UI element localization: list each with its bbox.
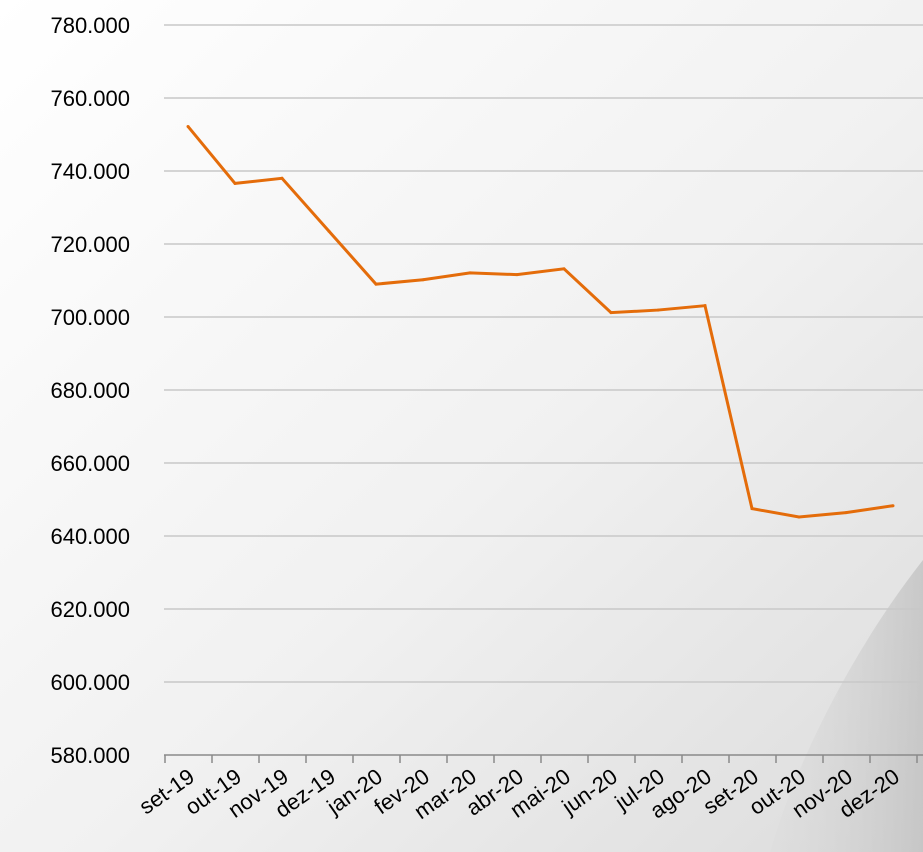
y-tick-label: 700.000 xyxy=(50,305,130,330)
data-point xyxy=(327,229,331,233)
data-point xyxy=(656,308,660,312)
data-point xyxy=(186,124,190,128)
background-sheen xyxy=(770,560,923,852)
y-tick-label: 640.000 xyxy=(50,524,130,549)
data-point xyxy=(233,181,237,185)
data-point xyxy=(609,311,613,315)
series-layer xyxy=(186,124,895,519)
data-point xyxy=(844,511,848,515)
data-point xyxy=(562,267,566,271)
data-point xyxy=(703,304,707,308)
y-tick-label: 780.000 xyxy=(50,13,130,38)
data-point xyxy=(797,515,801,519)
series-line xyxy=(186,125,894,519)
y-tick-label: 600.000 xyxy=(50,670,130,695)
data-point xyxy=(468,271,472,275)
y-axis: 780.000 760.000 740.000 720.000 700.000 680.0… xyxy=(50,13,130,768)
data-point xyxy=(515,273,519,277)
data-point xyxy=(280,176,284,180)
y-tick-label: 720.000 xyxy=(50,232,130,257)
y-tick-label: 620.000 xyxy=(50,597,130,622)
y-tick-label: 680.000 xyxy=(50,378,130,403)
y-tick-label: 760.000 xyxy=(50,86,130,111)
gridlines xyxy=(164,24,923,683)
y-tick-label: 580.000 xyxy=(50,743,130,768)
data-point xyxy=(421,278,425,282)
y-tick-label: 740.000 xyxy=(50,159,130,184)
data-point xyxy=(891,504,895,508)
data-point xyxy=(750,507,754,511)
y-tick-label: 660.000 xyxy=(50,451,130,476)
data-point xyxy=(374,282,378,286)
